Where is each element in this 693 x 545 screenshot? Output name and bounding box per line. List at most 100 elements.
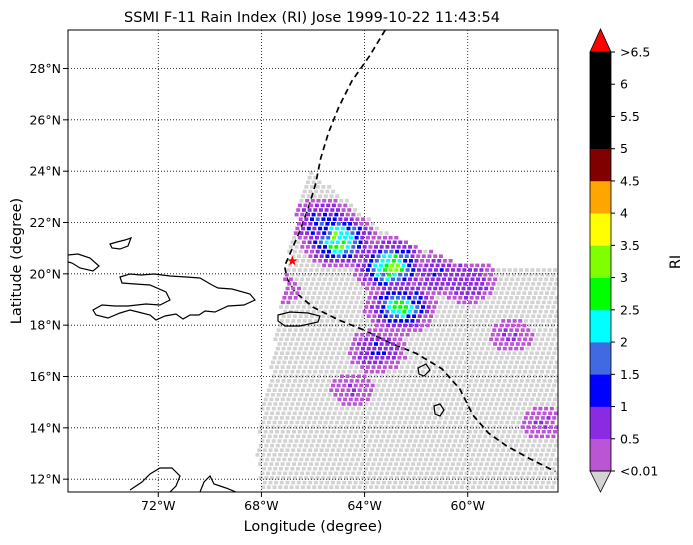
no-rain-pixel bbox=[301, 259, 306, 263]
no-rain-pixel bbox=[308, 383, 313, 388]
no-rain-pixel bbox=[542, 282, 547, 286]
no-rain-pixel bbox=[296, 448, 301, 452]
no-rain-pixel bbox=[492, 296, 497, 300]
no-rain-pixel bbox=[441, 296, 446, 300]
colorbar-segment bbox=[590, 342, 611, 375]
rain-pixel bbox=[519, 332, 523, 337]
no-rain-pixel bbox=[451, 346, 456, 351]
no-rain-pixel bbox=[314, 268, 319, 272]
no-rain-pixel bbox=[344, 282, 348, 286]
no-rain-pixel bbox=[424, 457, 429, 462]
rain-pixel bbox=[544, 420, 549, 425]
no-rain-pixel bbox=[537, 328, 542, 332]
rain-pixel bbox=[364, 305, 369, 309]
rain-pixel bbox=[348, 397, 353, 402]
no-rain-pixel bbox=[546, 351, 551, 355]
no-rain-pixel bbox=[526, 296, 531, 300]
no-rain-pixel bbox=[486, 328, 491, 332]
no-rain-pixel bbox=[525, 476, 530, 480]
rain-pixel bbox=[419, 309, 424, 314]
no-rain-pixel bbox=[486, 360, 491, 365]
rain-pixel bbox=[383, 346, 388, 351]
no-rain-pixel bbox=[260, 471, 265, 476]
rain-pixel bbox=[485, 268, 490, 272]
no-rain-pixel bbox=[545, 323, 549, 328]
no-rain-pixel bbox=[403, 434, 408, 439]
rain-pixel bbox=[386, 291, 391, 295]
no-rain-pixel bbox=[459, 420, 464, 425]
rain-pixel bbox=[332, 217, 337, 221]
rain-pixel bbox=[316, 198, 321, 203]
rain-pixel bbox=[351, 374, 356, 379]
no-rain-pixel bbox=[273, 369, 278, 374]
rain-pixel bbox=[381, 369, 386, 374]
no-rain-pixel bbox=[464, 471, 469, 476]
no-rain-pixel bbox=[331, 189, 336, 194]
no-rain-pixel bbox=[404, 416, 409, 420]
no-rain-pixel bbox=[549, 296, 554, 300]
no-rain-pixel bbox=[439, 300, 444, 305]
no-rain-pixel bbox=[374, 420, 379, 425]
no-rain-pixel bbox=[453, 471, 458, 476]
no-rain-pixel bbox=[334, 342, 339, 346]
colorbar-tick-label: 5.5 bbox=[620, 109, 640, 124]
no-rain-pixel bbox=[496, 300, 501, 305]
rain-pixel bbox=[370, 319, 375, 323]
no-rain-pixel bbox=[553, 268, 558, 272]
no-rain-pixel bbox=[534, 272, 539, 277]
no-rain-pixel bbox=[278, 485, 283, 489]
no-rain-pixel bbox=[294, 471, 299, 476]
rain-pixel bbox=[510, 342, 515, 346]
no-rain-pixel bbox=[421, 337, 425, 342]
no-rain-pixel bbox=[313, 480, 318, 485]
no-rain-pixel bbox=[465, 485, 470, 489]
no-rain-pixel bbox=[407, 439, 412, 443]
no-rain-pixel bbox=[434, 379, 439, 383]
y-tick-label: 12°N bbox=[29, 472, 61, 487]
rain-pixel bbox=[469, 296, 474, 300]
no-rain-pixel bbox=[399, 429, 404, 434]
no-rain-pixel bbox=[457, 476, 462, 480]
no-rain-pixel bbox=[544, 453, 549, 457]
y-axis-label: Latitude (degree) bbox=[9, 198, 25, 324]
no-rain-pixel bbox=[347, 369, 352, 374]
no-rain-pixel bbox=[322, 471, 327, 476]
no-rain-pixel bbox=[418, 360, 423, 365]
no-rain-pixel bbox=[507, 429, 512, 434]
rain-pixel bbox=[412, 282, 417, 286]
rain-pixel bbox=[472, 286, 477, 291]
no-rain-pixel bbox=[453, 406, 458, 411]
no-rain-pixel bbox=[325, 189, 330, 194]
rain-pixel bbox=[364, 240, 369, 245]
no-rain-pixel bbox=[494, 291, 498, 295]
no-rain-pixel bbox=[495, 351, 500, 355]
rain-pixel bbox=[413, 245, 418, 249]
no-rain-pixel bbox=[348, 300, 353, 305]
no-rain-pixel bbox=[352, 485, 356, 489]
rain-pixel bbox=[482, 291, 487, 295]
no-rain-pixel bbox=[455, 337, 459, 342]
no-rain-pixel bbox=[488, 356, 493, 360]
no-rain-pixel bbox=[506, 286, 511, 291]
no-rain-pixel bbox=[429, 476, 433, 480]
no-rain-pixel bbox=[455, 383, 460, 388]
colorbar-tick-label: 6 bbox=[620, 77, 628, 92]
rain-pixel bbox=[383, 314, 388, 318]
no-rain-pixel bbox=[331, 397, 336, 402]
no-rain-pixel bbox=[484, 462, 489, 466]
no-rain-pixel bbox=[319, 351, 324, 355]
no-rain-pixel bbox=[313, 337, 318, 342]
no-rain-pixel bbox=[415, 466, 420, 471]
no-rain-pixel bbox=[304, 379, 309, 383]
rain-pixel bbox=[282, 296, 287, 300]
rain-pixel bbox=[390, 328, 395, 332]
no-rain-pixel bbox=[512, 416, 517, 420]
no-rain-pixel bbox=[292, 235, 297, 240]
rain-pixel bbox=[367, 296, 372, 300]
no-rain-pixel bbox=[313, 402, 318, 406]
x-tick-label: 60°W bbox=[450, 498, 485, 513]
no-rain-pixel bbox=[265, 393, 270, 397]
no-rain-pixel bbox=[356, 439, 361, 443]
no-rain-pixel bbox=[296, 337, 301, 342]
no-rain-pixel bbox=[493, 471, 497, 476]
